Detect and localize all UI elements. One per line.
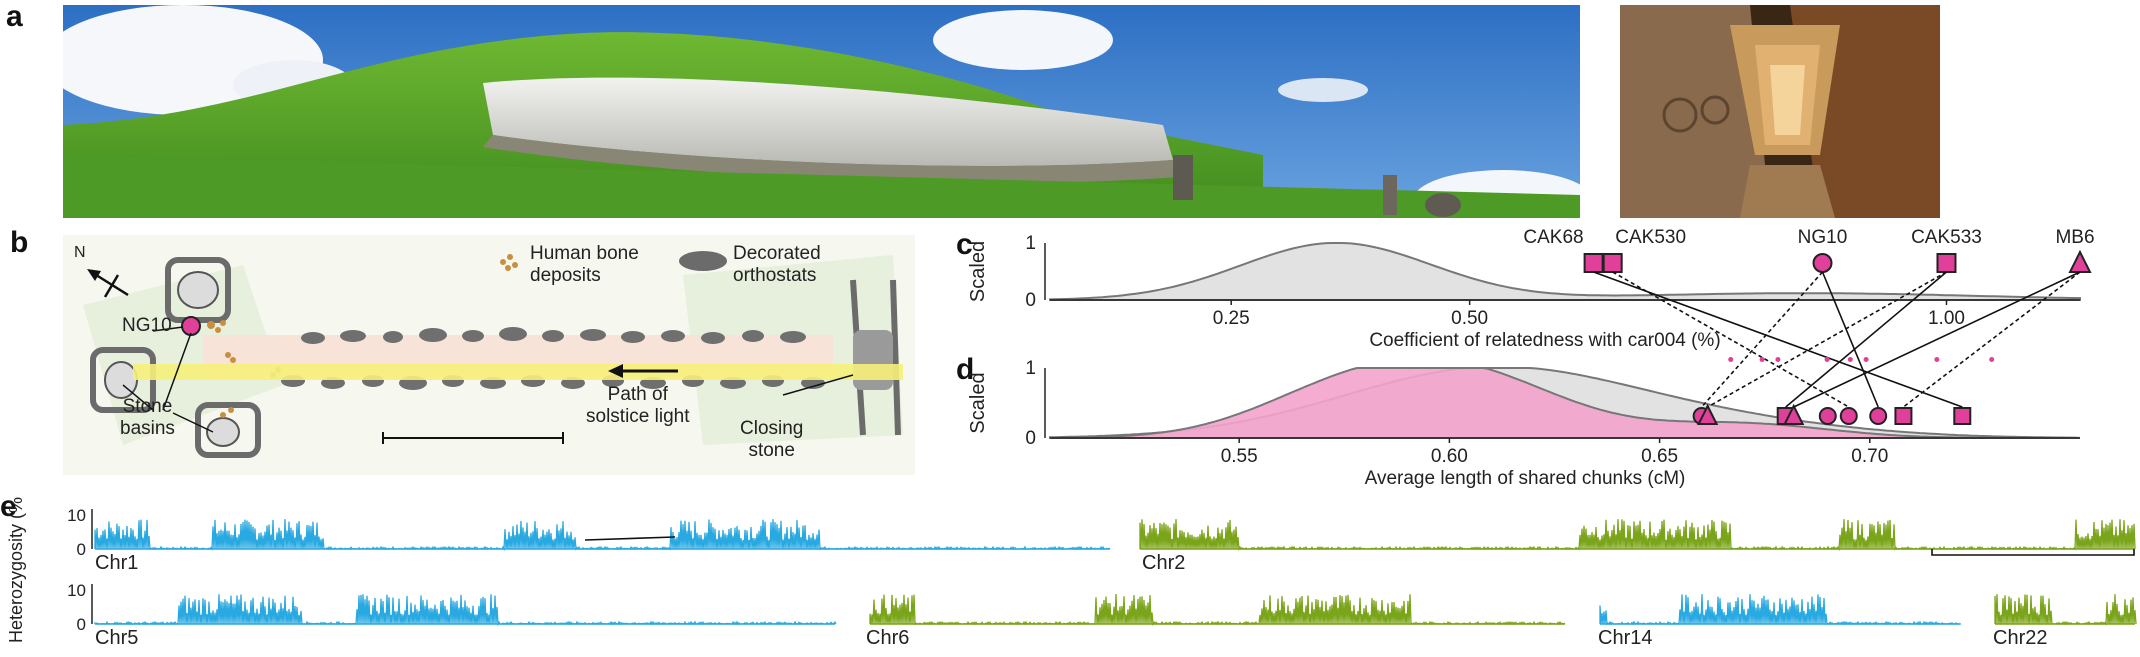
relatedness-link: [1821, 271, 1879, 408]
panel-letter-a: a: [6, 0, 23, 33]
panel-letter-b: b: [10, 226, 29, 259]
chromosome-track-chr5: [94, 594, 837, 627]
d-x-tick-label: 0.70: [1851, 446, 1888, 467]
c-marker-cak530: [1602, 253, 1623, 273]
link-dot: [1775, 357, 1781, 362]
heterozygosity-trace: [94, 594, 837, 627]
c-marker-ng10: [1812, 253, 1833, 273]
c-marker-label-cak68: CAK68: [1523, 228, 1583, 248]
relatedness-charts: 0 1 0.25 0.50 1.00 Scaled Coefficient of relat…: [967, 228, 2095, 488]
chunk-density-subset: [1049, 367, 2080, 439]
heterozygosity-trace: [1599, 594, 1962, 626]
chr1-gap-line: [584, 536, 676, 541]
relatedness-link: [1785, 271, 1947, 408]
d-x-tick-label: 0.55: [1221, 446, 1258, 467]
relatedness-link: [1707, 271, 1947, 408]
relatedness-link: [1793, 271, 2081, 408]
relatedness-density: [1049, 242, 2081, 301]
c-marker-label-cak530: CAK530: [1615, 228, 1686, 248]
d-y-tick-label: 0: [1025, 428, 1036, 449]
d-y-axis-label: Scaled: [967, 372, 989, 433]
mound-photo-illustration: [63, 5, 1580, 218]
heterozygosity-axis-label: Heterozygosity (%): [6, 497, 26, 643]
solstice-path-label: Path of solstice light: [586, 384, 690, 427]
link-dot: [1759, 357, 1765, 362]
chromosome-label-chr6: Chr6: [866, 627, 909, 649]
closing-stone-label: Closing stone: [740, 418, 804, 461]
ng10-marker: [181, 316, 201, 336]
d-marker: [1869, 407, 1888, 425]
c-x-tick-label: 0.50: [1451, 308, 1488, 329]
link-dot: [1824, 357, 1830, 362]
north-label: N: [74, 244, 86, 261]
stone-basins-label: Stone basins: [120, 396, 175, 439]
chr2-bracket: [1931, 549, 2135, 556]
d-marker: [1818, 407, 1837, 425]
heterozygosity-chart: Heterozygosity (%) 0 10 0 10 Chr1 Chr2 Chr5 Chr6…: [6, 497, 2137, 649]
c-x-axis-label: Coefficient of relatedness with car004 (…: [1369, 330, 1720, 351]
d-x-axis-label: Average length of shared chunks (cM): [1365, 468, 1686, 488]
d-marker: [1894, 407, 1913, 425]
c-y-axis-label: Scaled: [967, 241, 989, 302]
d-x-tick-label: 0.65: [1641, 446, 1678, 467]
c-y-tick-label: 1: [1025, 233, 1036, 254]
chromosome-label-chr14: Chr14: [1598, 627, 1652, 649]
chromosome-track-chr22: [1994, 594, 2137, 626]
link-dot: [1847, 357, 1853, 362]
bone-deposits-legend: Human bone deposits: [530, 243, 639, 286]
link-dot: [1989, 357, 1995, 362]
d-marker: [1697, 403, 1719, 425]
d-x-tick-label: 0.60: [1431, 446, 1468, 467]
c-x-tick-label: 0.25: [1213, 308, 1250, 329]
c-marker-label-mb6: MB6: [2055, 228, 2094, 248]
passage-photo-illustration: [1620, 5, 1940, 218]
solstice-beam: [133, 364, 903, 380]
link-dot: [1728, 357, 1734, 362]
heterozygosity-trace: [1139, 519, 2136, 552]
d-marker: [1783, 403, 1805, 425]
relatedness-link: [1902, 271, 2081, 408]
chromosome-track-chr14: [1599, 594, 1962, 626]
chromosome-label-chr1: Chr1: [95, 552, 138, 574]
link-dot: [1863, 357, 1869, 362]
c-marker-cak68: [1583, 253, 1604, 273]
ng10-map-label: NG10: [122, 315, 172, 336]
c-marker-label-ng10: NG10: [1798, 228, 1848, 248]
c-marker-mb6: [2068, 249, 2092, 273]
link-dot: [1934, 357, 1940, 362]
passage-photo: [1620, 5, 1940, 218]
heterozygosity-trace: [1994, 594, 2137, 626]
c-x-tick-label: 1.00: [1928, 308, 1965, 329]
chromosome-label-chr2: Chr2: [1142, 552, 1185, 574]
c-marker-cak533: [1936, 253, 1957, 273]
tomb-plan: [63, 235, 915, 475]
e-y-tick-label: 0: [77, 540, 86, 559]
heterozygosity-trace: [94, 519, 1111, 552]
chromosome-label-chr22: Chr22: [1993, 627, 2047, 649]
d-marker: [1953, 407, 1972, 425]
c-y-tick-label: 0: [1025, 290, 1036, 311]
e-y-tick-label: 10: [67, 581, 86, 600]
mound-photo: [63, 5, 1580, 218]
chromosome-track-chr1: [94, 519, 1111, 552]
chromosome-track-chr2: [1139, 519, 2136, 552]
tomb-plan-drawing: [63, 235, 915, 475]
orthostats-legend: Decorated orthostats: [733, 243, 821, 286]
d-marker: [1839, 407, 1858, 425]
e-y-tick-label: 0: [77, 615, 86, 634]
chromosome-label-chr5: Chr5: [95, 627, 138, 649]
c-marker-label-cak533: CAK533: [1911, 228, 1982, 248]
relatedness-link: [1593, 271, 1963, 408]
relatedness-link: [1701, 271, 1824, 408]
heterozygosity-trace: [869, 593, 1566, 627]
relatedness-link: [1612, 271, 1850, 408]
panel-letter-d: d: [956, 353, 975, 386]
d-y-tick-label: 1: [1025, 358, 1036, 379]
e-y-tick-label: 10: [67, 506, 86, 525]
panel-letter-e: e: [0, 490, 17, 523]
panel-letter-c: c: [956, 228, 973, 261]
chromosome-track-chr6: [869, 593, 1566, 627]
